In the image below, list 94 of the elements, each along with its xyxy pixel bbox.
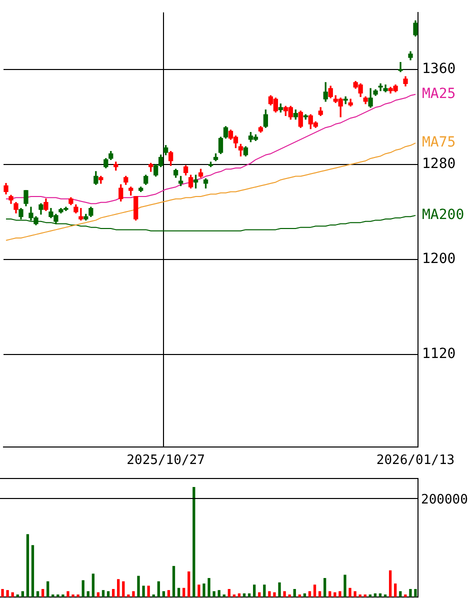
bar bbox=[96, 592, 100, 597]
series-label: MA75 bbox=[422, 134, 456, 151]
bar bbox=[388, 570, 392, 597]
bar bbox=[147, 586, 150, 597]
bar bbox=[21, 591, 24, 597]
bar bbox=[268, 591, 271, 597]
text: 200000 bbox=[421, 492, 468, 508]
bar bbox=[208, 578, 210, 597]
bar bbox=[142, 586, 145, 597]
bar bbox=[182, 588, 186, 597]
bar bbox=[288, 594, 291, 597]
bar bbox=[62, 594, 64, 597]
bar bbox=[46, 581, 50, 597]
bar bbox=[172, 566, 176, 597]
bar bbox=[167, 590, 170, 597]
bar bbox=[127, 594, 130, 597]
bar bbox=[328, 591, 332, 597]
bar bbox=[31, 545, 34, 597]
bar bbox=[1, 588, 4, 597]
bar bbox=[26, 534, 30, 597]
bar bbox=[378, 593, 382, 597]
bar bbox=[338, 591, 342, 597]
x-tick-label: 2025/10/27 bbox=[126, 453, 205, 468]
bar bbox=[102, 590, 105, 597]
bar bbox=[354, 591, 356, 597]
bar bbox=[11, 592, 14, 597]
candlestick bbox=[398, 62, 403, 72]
series-label: MA200 bbox=[422, 207, 464, 224]
bar bbox=[212, 591, 216, 597]
bar bbox=[152, 594, 155, 597]
bar bbox=[117, 579, 120, 597]
bar bbox=[232, 594, 236, 597]
bar bbox=[66, 591, 70, 597]
bar bbox=[384, 594, 387, 597]
bar bbox=[82, 580, 84, 597]
bar bbox=[238, 593, 241, 597]
bar bbox=[157, 581, 160, 597]
bar bbox=[202, 584, 206, 597]
bar bbox=[308, 591, 312, 597]
bar bbox=[374, 593, 377, 597]
bar bbox=[222, 594, 226, 597]
bar bbox=[364, 594, 366, 597]
bar bbox=[162, 591, 166, 597]
bar bbox=[248, 593, 251, 597]
bar bbox=[409, 588, 412, 597]
bar bbox=[177, 588, 180, 597]
bar bbox=[106, 591, 110, 597]
y-tick-label: 1200 bbox=[422, 251, 456, 268]
y-tick-label: 1280 bbox=[422, 156, 456, 172]
y-tick-label: 1120 bbox=[422, 346, 456, 362]
bar bbox=[72, 594, 74, 597]
bar bbox=[188, 571, 190, 597]
bar bbox=[6, 590, 9, 597]
bar bbox=[132, 591, 135, 597]
bar bbox=[122, 581, 125, 597]
bar bbox=[258, 592, 261, 597]
bar bbox=[192, 486, 196, 597]
y-tick-label: 1360 bbox=[422, 61, 456, 78]
bar bbox=[263, 584, 266, 597]
bar bbox=[348, 588, 352, 597]
x-tick-label: 2026/01/13 bbox=[376, 453, 455, 468]
bar bbox=[198, 584, 200, 597]
bar bbox=[16, 594, 19, 597]
bar bbox=[414, 588, 417, 597]
bar bbox=[252, 584, 256, 597]
bar bbox=[303, 593, 306, 597]
bar bbox=[112, 588, 115, 597]
bar bbox=[36, 591, 40, 597]
bar bbox=[399, 591, 402, 597]
bar bbox=[52, 594, 54, 597]
bar bbox=[293, 588, 296, 597]
bar bbox=[56, 594, 60, 597]
bar bbox=[358, 594, 362, 597]
bar bbox=[228, 588, 230, 597]
bar bbox=[41, 588, 44, 597]
bar bbox=[137, 576, 140, 597]
bar bbox=[92, 574, 94, 597]
bar bbox=[218, 590, 220, 597]
bar bbox=[86, 591, 90, 597]
bar bbox=[318, 591, 322, 597]
bar bbox=[324, 578, 326, 597]
bar bbox=[334, 592, 336, 597]
bar bbox=[283, 591, 286, 597]
bar bbox=[298, 594, 301, 597]
bar bbox=[404, 594, 407, 597]
bar bbox=[273, 592, 276, 597]
bar bbox=[394, 584, 397, 597]
bar bbox=[242, 593, 246, 597]
bar bbox=[368, 594, 372, 597]
bar bbox=[344, 574, 346, 597]
bar bbox=[76, 594, 80, 597]
bar bbox=[278, 582, 281, 597]
series-label: MA25 bbox=[422, 86, 456, 102]
bar bbox=[313, 584, 316, 597]
